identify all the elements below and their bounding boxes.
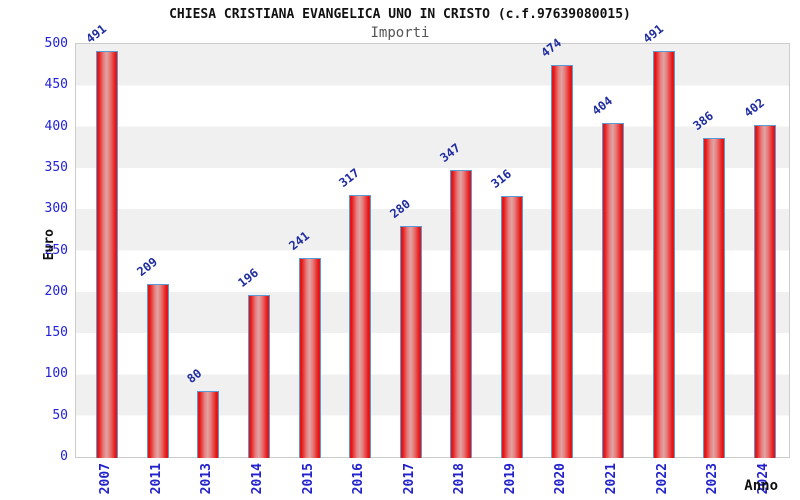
x-tick-2007: 2007	[98, 463, 114, 495]
y-tick-100: 100	[44, 366, 68, 382]
bar-2015	[298, 257, 321, 458]
x-tick-2021: 2021	[604, 463, 619, 495]
y-tick-200: 200	[44, 283, 68, 299]
x-axis-label: Anno	[744, 478, 778, 494]
x-tick-2018: 2018	[452, 463, 468, 495]
bar-value-label: 402	[741, 95, 767, 120]
bar-value-label: 317	[336, 165, 363, 191]
bar-2017	[399, 225, 422, 458]
bar-2011	[146, 284, 169, 458]
y-tick-250: 250	[44, 242, 68, 258]
bar-value-label: 280	[387, 196, 413, 221]
bar-value-label: 316	[488, 166, 514, 191]
x-tick-2023: 2023	[705, 463, 721, 495]
bar-value-label: 209	[134, 254, 160, 280]
y-tick-0: 0	[60, 449, 68, 464]
bar-2007	[96, 51, 119, 458]
bar-2018	[450, 170, 473, 458]
y-tick-150: 150	[44, 325, 68, 341]
bar-2022	[652, 51, 675, 458]
x-tick-2011: 2011	[148, 463, 164, 495]
x-tick-2016: 2016	[351, 463, 367, 495]
y-axis-ticks: 0 50 100 150 200 250 300 350 400 450 500	[0, 36, 68, 464]
x-tick-2020: 2020	[553, 463, 569, 495]
bar-value-label: 404	[589, 93, 616, 119]
bar-2019	[500, 195, 523, 458]
y-tick-350: 350	[44, 159, 68, 175]
bars-container: 491 209 80 196 241 317 280 347 316 474 404 491 386 40…	[82, 22, 790, 458]
x-tick-2017: 2017	[401, 463, 417, 495]
y-tick-50: 50	[52, 407, 68, 423]
bar-2013	[197, 390, 220, 458]
chart-subtitle: Importi	[370, 25, 430, 41]
x-tick-2019: 2019	[502, 463, 518, 495]
bar-value-label: 347	[437, 141, 464, 166]
x-tick-2022: 2022	[654, 463, 670, 495]
y-axis-label: Euro	[42, 229, 57, 261]
bar-2024	[753, 124, 776, 458]
bar-2016	[349, 195, 372, 458]
chart-title: CHIESA CRISTIANA EVANGELICA UNO IN CRIST…	[169, 7, 631, 22]
x-tick-2015: 2015	[300, 463, 316, 495]
bar-2014	[248, 295, 270, 458]
bar-value-label: 241	[285, 228, 312, 253]
x-axis-labels: 2007 2011 2013 2014 2015 2016 2017 2018 2019 2020…	[82, 463, 790, 500]
x-tick-2013: 2013	[199, 463, 215, 495]
y-tick-400: 400	[44, 118, 68, 134]
bar-value-label: 386	[690, 108, 717, 134]
x-tick-2014: 2014	[250, 463, 265, 495]
y-tick-500: 500	[44, 36, 68, 51]
bar-2020	[551, 65, 574, 458]
bar-2023	[703, 138, 726, 458]
bar-value-label: 80	[184, 365, 205, 386]
y-tick-300: 300	[44, 201, 68, 217]
bar-value-label: 196	[235, 265, 262, 291]
y-tick-450: 450	[44, 77, 68, 93]
bar-2021	[602, 123, 624, 458]
